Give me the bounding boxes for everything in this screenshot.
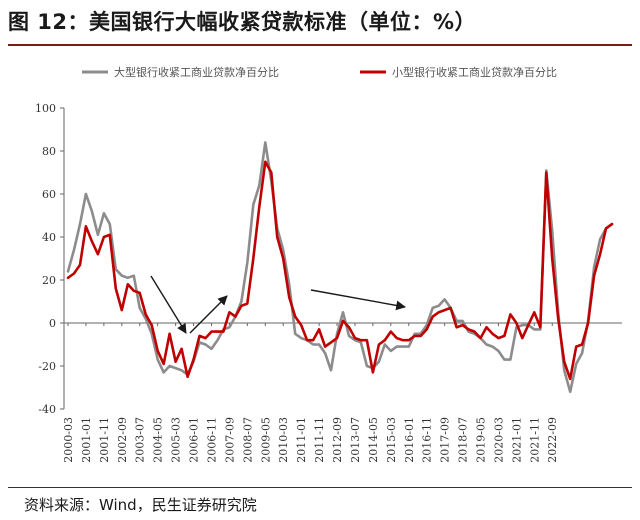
x-tick-label: 2006-01 (188, 417, 201, 463)
x-tick-label: 2022-09 (546, 417, 559, 463)
source-note: 资料来源：Wind，民生证券研究院 (24, 496, 257, 514)
x-tick-label: 2018-07 (457, 417, 470, 463)
trend-arrow (150, 275, 187, 334)
x-axis: 2000-03 2001-01 2001-11 2002-09 2003-07 2004-… (62, 322, 622, 463)
x-tick-label: 2001-01 (80, 417, 93, 463)
x-tick-label: 2013-07 (349, 417, 362, 463)
x-tick-label: 2016-11 (421, 417, 434, 463)
trend-arrows (150, 275, 406, 334)
x-tick-label: 2007-09 (223, 417, 236, 463)
y-axis: -40 -20 0 20 40 60 80 100 (35, 102, 65, 416)
x-tick-label: 2014-05 (367, 417, 380, 463)
series-layer (66, 141, 614, 394)
series-line-1 (66, 141, 614, 394)
x-tick-label: 2003-07 (134, 417, 147, 463)
y-tick-label: 100 (35, 102, 56, 115)
x-tick-label: 2019-05 (475, 417, 488, 463)
y-tick-label: 0 (49, 317, 56, 330)
x-tick-label: 2004-05 (152, 417, 165, 463)
title-rule (8, 44, 632, 46)
x-tick-label: 2002-09 (116, 417, 129, 463)
legend-label-1: 大型银行收紧工商业贷款净百分比 (114, 65, 279, 79)
legend: 大型银行收紧工商业贷款净百分比 小型银行收紧工商业贷款净百分比 (82, 65, 557, 79)
x-tick-label: 2006-11 (205, 417, 218, 463)
x-tick-label: 2011-01 (295, 417, 308, 463)
footer-rule (8, 487, 632, 488)
x-tick-label: 2009-05 (259, 417, 272, 463)
x-tick-label: 2011-11 (313, 417, 326, 463)
legend-label-2: 小型银行收紧工商业贷款净百分比 (392, 65, 557, 79)
y-tick-label: 20 (42, 274, 56, 287)
y-tick-label: 60 (42, 188, 56, 201)
trend-arrow (189, 295, 228, 334)
x-tick-label: 2021-01 (510, 417, 523, 463)
x-tick-label: 2001-11 (98, 417, 111, 463)
y-tick-label: 40 (42, 231, 56, 244)
x-tick-label: 2010-03 (277, 417, 290, 463)
x-tick-label: 2005-03 (170, 417, 183, 463)
y-tick-label: -40 (38, 403, 56, 416)
x-tick-label: 2008-07 (241, 417, 254, 463)
x-tick-label: 2021-11 (528, 417, 541, 463)
trend-arrow (310, 289, 406, 311)
x-tick-label: 2020-03 (492, 417, 505, 463)
x-tick-label: 2017-09 (439, 417, 452, 463)
figure-title: 图 12：美国银行大幅收紧贷款标准（单位：%） (8, 10, 477, 34)
x-tick-label: 2012-09 (331, 417, 344, 463)
x-tick-label: 2000-03 (62, 417, 75, 463)
x-tick-label: 2015-03 (385, 417, 398, 463)
series-line-2 (66, 160, 614, 381)
y-tick-label: 80 (42, 145, 56, 158)
line-chart: 大型银行收紧工商业贷款净百分比 小型银行收紧工商业贷款净百分比 -40 -20 0 20… (35, 65, 622, 463)
x-tick-label: 2016-01 (403, 417, 416, 463)
y-tick-label: -20 (38, 360, 56, 373)
